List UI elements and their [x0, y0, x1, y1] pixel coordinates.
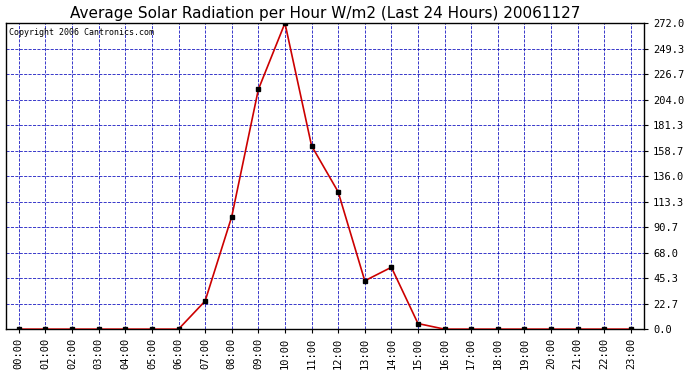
Title: Average Solar Radiation per Hour W/m2 (Last 24 Hours) 20061127: Average Solar Radiation per Hour W/m2 (L…	[70, 6, 580, 21]
Text: Copyright 2006 Cantronics.com: Copyright 2006 Cantronics.com	[9, 28, 154, 37]
